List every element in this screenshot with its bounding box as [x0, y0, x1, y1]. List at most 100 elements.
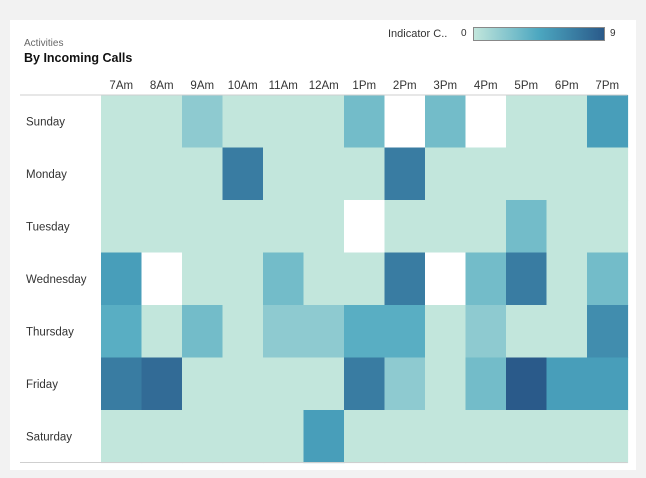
heatmap-cell: [263, 410, 305, 464]
heatmap-cell: [222, 305, 264, 359]
y-tick-label: Sunday: [26, 116, 65, 128]
y-tick-label: Friday: [26, 379, 58, 391]
heatmap-cell: [303, 200, 345, 254]
heatmap-cell: [465, 95, 507, 149]
x-tick-label: 12Am: [309, 80, 339, 92]
heatmap-cell: [344, 357, 386, 411]
heatmap-cell: [587, 357, 629, 411]
heatmap-cell: [182, 410, 224, 464]
heatmap-cell: [141, 95, 183, 149]
heatmap-cell: [546, 410, 588, 464]
heatmap-cell: [425, 252, 467, 306]
heatmap-cell: [425, 95, 467, 149]
heatmap-cell: [303, 252, 345, 306]
x-tick-label: 4Pm: [474, 80, 498, 92]
heatmap-cell: [506, 357, 548, 411]
heatmap-cell: [222, 200, 264, 254]
heatmap-cell: [141, 147, 183, 201]
heatmap-cell: [546, 200, 588, 254]
heatmap-cell: [384, 147, 426, 201]
heatmap-cell: [101, 252, 143, 306]
heatmap-cell: [506, 305, 548, 359]
x-tick-label: 7Am: [109, 80, 133, 92]
heatmap-cell: [384, 252, 426, 306]
heatmap-cell: [101, 200, 143, 254]
heatmap-cell: [303, 357, 345, 411]
heatmap-cell: [263, 252, 305, 306]
x-tick-label: 7Pm: [595, 80, 619, 92]
heatmap-cell: [303, 305, 345, 359]
heatmap-cell: [465, 147, 507, 201]
heatmap-cell: [506, 410, 548, 464]
heatmap-cell: [465, 305, 507, 359]
heatmap-cell: [465, 252, 507, 306]
heatmap-cell: [546, 357, 588, 411]
x-tick-label: 10Am: [228, 80, 258, 92]
heatmap-cell: [506, 200, 548, 254]
y-tick-label: Monday: [26, 169, 67, 181]
heatmap-cell: [546, 147, 588, 201]
heatmap-cell: [141, 410, 183, 464]
heatmap-cell: [465, 410, 507, 464]
heatmap-cell: [587, 95, 629, 149]
heatmap-cell: [546, 252, 588, 306]
x-tick-label: 11Am: [269, 80, 298, 92]
heatmap-cell: [344, 410, 386, 464]
legend-min-label: 0: [461, 28, 467, 39]
x-tick-label: 8Am: [150, 80, 174, 92]
heatmap-cell: [182, 147, 224, 201]
heatmap-cell: [222, 147, 264, 201]
heatmap-cell: [101, 357, 143, 411]
heatmap-cell: [141, 200, 183, 254]
legend-max-label: 9: [610, 28, 616, 39]
heatmap-cell: [465, 200, 507, 254]
chart-subtitle: Activities: [24, 38, 64, 49]
heatmap-cell: [101, 95, 143, 149]
heatmap-cell: [182, 95, 224, 149]
x-tick-label: 2Pm: [393, 80, 417, 92]
heatmap-cell: [222, 357, 264, 411]
heatmap-cell: [263, 357, 305, 411]
heatmap-cell: [263, 95, 305, 149]
heatmap-cell: [425, 305, 467, 359]
heatmap-cell: [587, 410, 629, 464]
heatmap-cell: [587, 305, 629, 359]
x-tick-label: 9Am: [190, 80, 214, 92]
heatmap-cell: [263, 305, 305, 359]
heatmap-cell: [303, 410, 345, 464]
heatmap-cell: [182, 357, 224, 411]
heatmap-cell: [425, 357, 467, 411]
heatmap-cell: [141, 357, 183, 411]
heatmap-cell: [546, 95, 588, 149]
chart-title: By Incoming Calls: [24, 51, 133, 65]
heatmap-cell: [101, 305, 143, 359]
y-tick-label: Wednesday: [26, 274, 87, 286]
heatmap-cell: [384, 200, 426, 254]
heatmap-cell: [465, 357, 507, 411]
heatmap-cell: [263, 147, 305, 201]
heatmap-cell: [546, 305, 588, 359]
y-tick-label: Tuesday: [26, 221, 70, 233]
heatmap-cell: [222, 95, 264, 149]
heatmap-cell: [222, 410, 264, 464]
heatmap-cell: [101, 410, 143, 464]
heatmap-cell: [344, 305, 386, 359]
heatmap-cell: [344, 147, 386, 201]
heatmap-cell: [182, 305, 224, 359]
heatmap-cell: [425, 200, 467, 254]
heatmap-cell: [506, 252, 548, 306]
heatmap-cell: [344, 252, 386, 306]
heatmap-cell: [587, 252, 629, 306]
legend-color-scale: [473, 27, 605, 41]
y-tick-label: Saturday: [26, 431, 72, 443]
x-tick-label: 1Pm: [352, 80, 376, 92]
heatmap-cell: [182, 252, 224, 306]
heatmap-cell: [506, 147, 548, 201]
heatmap-cell: [303, 147, 345, 201]
heatmap-cell: [384, 357, 426, 411]
x-tick-label: 3Pm: [433, 80, 457, 92]
heatmap-cell: [141, 305, 183, 359]
heatmap-cell: [506, 95, 548, 149]
x-tick-label: 5Pm: [514, 80, 538, 92]
